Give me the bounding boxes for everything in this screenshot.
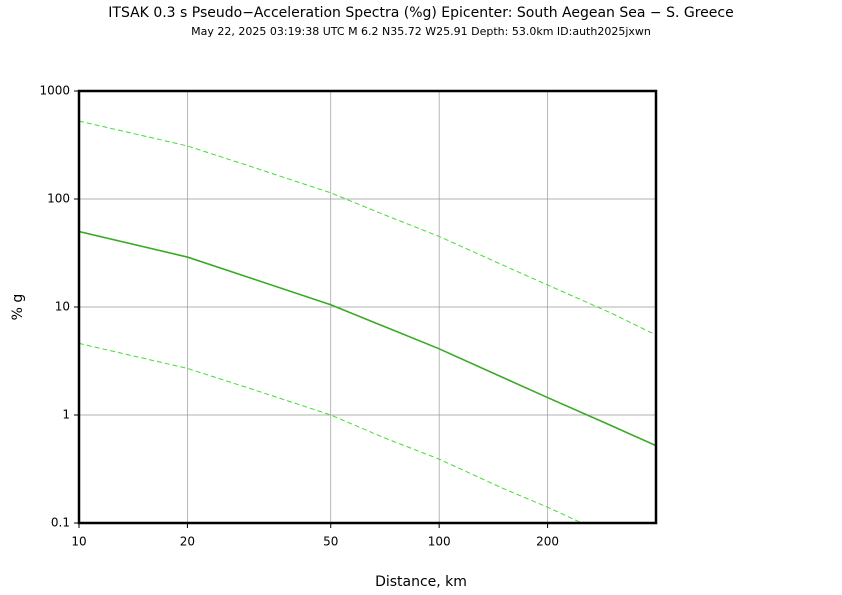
y-tick-label: 1000 [39,84,70,98]
median-line [79,230,656,447]
y-tick-label: 1 [62,408,70,422]
x-tick-label: 100 [428,535,451,549]
y-tick-label: 0.1 [51,516,70,530]
x-tick-label: 10 [71,535,86,549]
y-axis-label: % g [10,294,26,321]
grid [78,90,656,524]
bound-line [79,342,583,523]
x-tick-label: 50 [323,535,338,549]
y-tick-label: 100 [47,192,70,206]
lines [79,120,656,523]
chart-subtitle: May 22, 2025 03:19:38 UTC M 6.2 N35.72 W… [191,25,651,38]
y-tick-label: 10 [55,300,70,314]
chart-title: ITSAK 0.3 s Pseudo−Acceleration Spectra … [108,5,733,21]
bound-line [79,120,656,336]
x-tick-label: 200 [536,535,559,549]
x-axis-label: Distance, km [375,574,467,590]
x-tick-label: 20 [180,535,195,549]
